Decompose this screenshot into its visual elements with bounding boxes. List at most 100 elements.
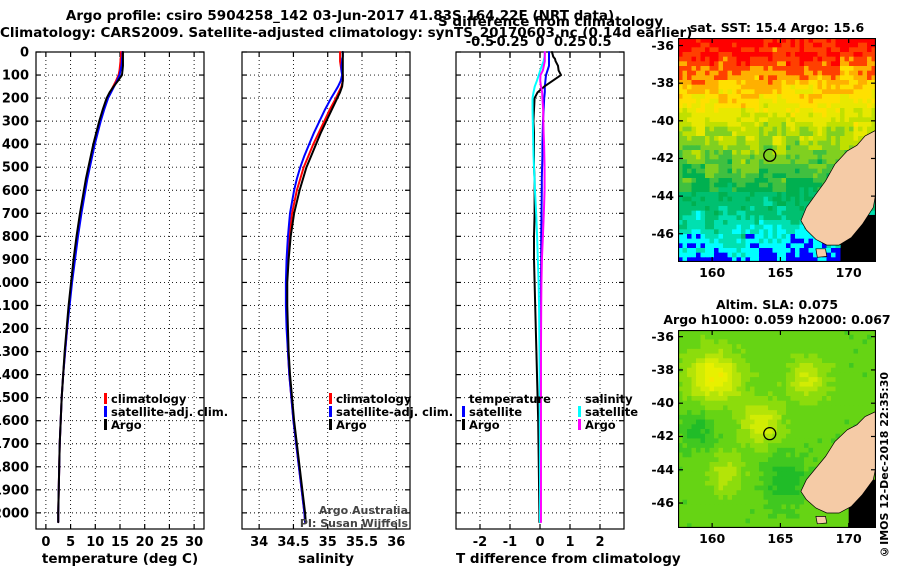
legend-label: climatology: [336, 391, 412, 406]
svg-text:35.5: 35.5: [346, 535, 378, 550]
legend-color-swatch: [329, 419, 332, 430]
series-temperature-argo: [532, 51, 562, 524]
legend-color-swatch: [329, 406, 332, 417]
sst-map-header: sat. SST: 15.4 Argo: 15.6: [689, 20, 865, 35]
map-lat-tick: -40: [651, 112, 674, 128]
legend-entry: Argo: [578, 417, 638, 432]
sst-map: [678, 38, 876, 262]
svg-text:800: 800: [2, 230, 29, 245]
series-satellite-adj-clim-: [284, 51, 344, 524]
svg-text:1: 1: [565, 535, 574, 550]
map-lat-tick: -38: [651, 361, 674, 377]
attribution-line2: PI: Susan Wijffels: [299, 517, 408, 530]
attribution-line1: Argo Australia: [318, 504, 408, 517]
legend-group-header: salinity: [585, 391, 633, 406]
svg-text:34.5: 34.5: [277, 535, 309, 550]
legend-color-swatch: [104, 419, 107, 430]
map-lat-tick: -36: [651, 328, 674, 344]
copyright-watermark: ©IMOS 12-Dec-2018 22:35:30: [878, 372, 891, 558]
svg-text:15: 15: [111, 535, 129, 550]
legend-label: satellite-adj. clim.: [336, 404, 454, 419]
map-lon-tick: 160: [699, 265, 726, 280]
series-argo: [286, 51, 344, 524]
svg-text:1600: 1600: [0, 414, 29, 429]
map-lat-tick: -46: [651, 495, 674, 511]
series-climatology: [57, 51, 122, 524]
xaxis-label-difference: T difference from climatology: [456, 551, 681, 567]
svg-text:300: 300: [2, 115, 29, 130]
legend-color-swatch: [329, 393, 332, 404]
map-lat-tick: -42: [651, 150, 674, 166]
legend-entry: satellite: [462, 405, 551, 419]
map-lat-tick: -46: [651, 225, 674, 241]
series-argo: [57, 51, 124, 524]
svg-text:1400: 1400: [0, 368, 29, 383]
map-lat-tick: -36: [651, 37, 674, 53]
legend-color-swatch: [462, 419, 465, 430]
svg-text:-1: -1: [503, 535, 517, 550]
page-title-line2: Climatology: CARS2009. Satellite-adjuste…: [0, 25, 693, 41]
series-salinity-satellite: [531, 51, 546, 524]
svg-text:2: 2: [595, 535, 604, 550]
svg-text:0: 0: [41, 535, 50, 550]
svg-text:30: 30: [185, 535, 203, 550]
landmass: [800, 129, 876, 246]
sla-map-header: Altim. SLA: 0.075: [715, 297, 839, 312]
legend-group-header: temperature: [469, 391, 551, 406]
map-lon-tick: 170: [835, 265, 862, 280]
legend-color-swatch: [578, 406, 581, 417]
map-lon-tick: 165: [767, 265, 794, 280]
svg-text:100: 100: [2, 69, 29, 84]
svg-text:700: 700: [2, 207, 29, 222]
legend-color-swatch: [104, 393, 107, 404]
xaxis-label-temperature: temperature (deg C): [41, 551, 199, 567]
legend-label: climatology: [111, 391, 187, 406]
legend-color-swatch: [578, 419, 581, 430]
svg-text:36: 36: [387, 535, 405, 550]
map-lon-tick: 165: [767, 531, 794, 546]
sla-map-header: Argo h1000: 0.059 h2000: 0.067: [663, 312, 891, 327]
legend-label: Argo: [469, 417, 500, 432]
xaxis-label-salinity-difference: S difference from climatology: [438, 14, 664, 30]
map-lat-tick: -42: [651, 428, 674, 444]
legend-entry: Argo: [329, 417, 453, 432]
legend-temperature-panel: climatology satellite-adj. clim. Argo: [104, 391, 228, 432]
legend-entry: satellite-adj. clim.: [329, 404, 454, 419]
svg-text:900: 900: [2, 253, 29, 268]
svg-text:0: 0: [20, 46, 29, 61]
legend-label: Argo: [111, 417, 142, 432]
legend-difference-salinity: salinity satellite Argo: [578, 391, 638, 432]
svg-text:1700: 1700: [0, 437, 29, 452]
svg-text:5: 5: [66, 535, 75, 550]
legend-label: Argo: [336, 417, 367, 432]
legend-label: Argo: [585, 417, 616, 432]
legend-entry: Argo: [462, 417, 551, 432]
legend-color-swatch: [104, 406, 107, 417]
series-temperature-satellite: [539, 51, 550, 524]
legend-entry: Argo: [104, 417, 228, 432]
landmass: [800, 411, 876, 514]
map-lon-tick: 160: [699, 531, 726, 546]
legend-difference-temperature: temperature satellite Argo: [462, 391, 551, 432]
svg-text:1800: 1800: [0, 460, 29, 475]
svg-text:20: 20: [136, 535, 154, 550]
xaxis-label-salinity: salinity: [298, 551, 354, 567]
map-lat-tick: -38: [651, 75, 674, 91]
legend-entry: climatology: [329, 391, 453, 406]
map-lat-tick: -44: [651, 188, 674, 204]
series-salinity-argo: [539, 51, 546, 524]
svg-text:400: 400: [2, 138, 29, 153]
svg-text:-2: -2: [473, 535, 487, 550]
svg-text:200: 200: [2, 92, 29, 107]
page-title-line1: Argo profile: csiro 5904258_142 03-Jun-2…: [65, 8, 615, 24]
svg-text:1500: 1500: [0, 391, 29, 406]
svg-text:35: 35: [319, 535, 337, 550]
legend-entry: climatology: [104, 391, 228, 406]
float-position-marker: [763, 148, 777, 162]
legend-entry: satellite-adj. clim.: [104, 405, 228, 419]
svg-text:34: 34: [250, 535, 268, 550]
svg-text:1900: 1900: [0, 483, 29, 498]
svg-text:0: 0: [535, 535, 544, 550]
map-lat-tick: -40: [651, 395, 674, 411]
series-climatology: [285, 51, 344, 524]
